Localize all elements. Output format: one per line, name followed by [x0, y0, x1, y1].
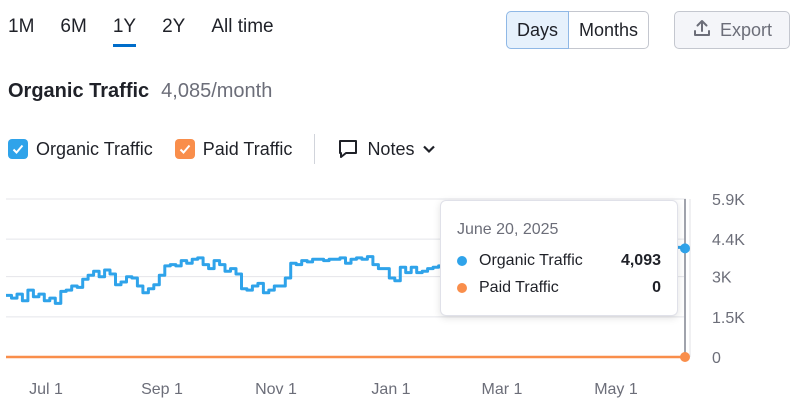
tab-6m[interactable]: 6M [60, 16, 87, 37]
legend-divider [314, 134, 316, 164]
export-label: Export [719, 19, 773, 40]
notes-dropdown[interactable]: Notes [337, 138, 436, 160]
organic-hover-dot [680, 243, 690, 254]
legend: Organic Traffic Paid Traffic Notes [8, 134, 436, 164]
tab-1y[interactable]: 1Y [112, 16, 137, 47]
legend-paid-label: Paid Traffic [202, 138, 293, 159]
tooltip-date: June 20, 2025 [457, 221, 559, 238]
time-range-tabs: 1M 6M 1Y 2Y All time [8, 16, 300, 47]
x-tick-label: Mar 1 [482, 381, 523, 398]
paid-checkbox[interactable] [174, 139, 195, 159]
paid-hover-dot [680, 352, 690, 362]
days-button[interactable]: Days [506, 11, 570, 49]
y-tick-label: 5.9K [712, 192, 745, 209]
x-tick-label: Jul 1 [29, 381, 63, 398]
x-tick-label: Jan 1 [371, 381, 410, 398]
check-icon [179, 144, 190, 154]
y-tick-label: 3K [712, 270, 732, 287]
paid-dot-icon [457, 283, 467, 293]
chevron-down-icon [423, 145, 436, 154]
upload-icon [692, 18, 712, 43]
x-tick-label: May 1 [594, 381, 638, 398]
note-icon [339, 140, 358, 158]
legend-organic-label: Organic Traffic [36, 138, 153, 159]
tooltip-organic-row: Organic Traffic 4,093 [457, 252, 661, 270]
months-button[interactable]: Months [569, 11, 650, 49]
y-tick-label: 0 [712, 350, 721, 367]
tab-2y[interactable]: 2Y [162, 16, 186, 37]
organic-dot-icon [457, 256, 467, 266]
chart-tooltip: June 20, 2025 Organic Traffic 4,093 Paid… [440, 200, 678, 316]
y-tick-label: 1.5K [712, 310, 745, 327]
check-icon [12, 144, 24, 154]
tab-all-time[interactable]: All time [211, 16, 274, 37]
organic-checkbox[interactable] [8, 139, 28, 159]
export-button[interactable]: Export [674, 11, 790, 49]
tooltip-organic-label: Organic Traffic [479, 252, 583, 269]
tab-1m[interactable]: 1M [8, 16, 35, 37]
x-tick-label: Sep 1 [141, 381, 183, 398]
metric-value: 4,085/month [161, 80, 273, 102]
x-tick-label: Nov 1 [255, 381, 297, 398]
legend-organic-traffic[interactable]: Organic Traffic [8, 139, 153, 160]
granularity-toggle: Days Months [506, 11, 650, 49]
tooltip-paid-label: Paid Traffic [479, 279, 559, 296]
notes-label: Notes [367, 138, 415, 159]
traffic-chart[interactable]: 5.9K 4.4K 3K 1.5K 0 Jul 1 Sep 1 Nov 1 Jan 1 Mar 1… [0, 185, 801, 408]
page-title: Organic Traffic [8, 80, 150, 102]
metric-header: Organic Traffic 4,085/month [8, 80, 272, 103]
tooltip-paid-row: Paid Traffic 0 [457, 279, 661, 297]
y-tick-label: 4.4K [712, 232, 745, 249]
tooltip-organic-value: 4,093 [620, 252, 661, 269]
tooltip-paid-value: 0 [652, 279, 661, 296]
legend-paid-traffic[interactable]: Paid Traffic [174, 138, 293, 160]
